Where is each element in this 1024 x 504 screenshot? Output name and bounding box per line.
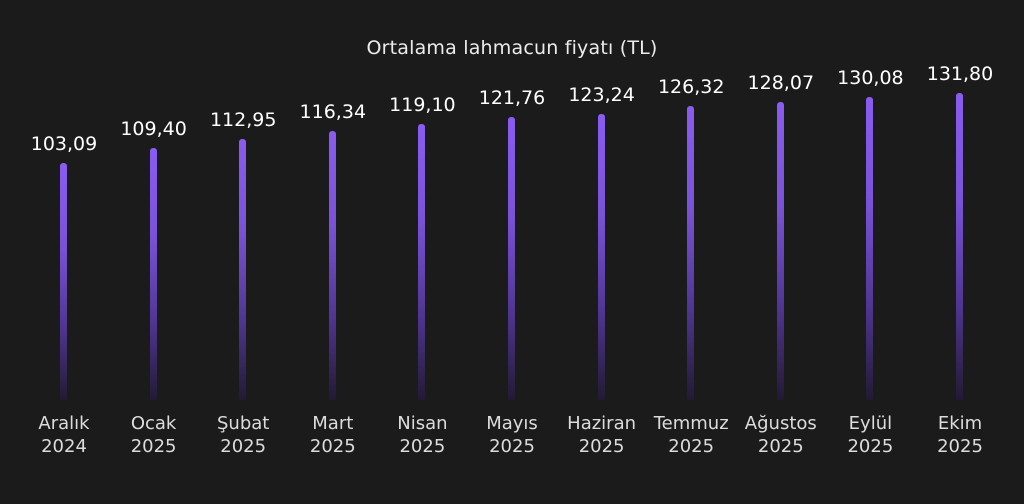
- bar-column: 121,76 Mayıs 2025: [467, 0, 557, 504]
- bar: [508, 117, 515, 400]
- category-label: Şubat 2025: [217, 413, 270, 457]
- value-label: 103,09: [30, 133, 98, 155]
- bar: [149, 147, 157, 400]
- bar-column: 109,40 Ocak 2025: [109, 0, 199, 504]
- value-label: 130,08: [837, 67, 904, 90]
- bar-column: 103,09 Aralık 2024: [19, 0, 109, 504]
- value-label: 109,40: [120, 117, 187, 140]
- bar-column: 128,07 Ağustos 2025: [736, 0, 826, 504]
- value-label: 126,32: [657, 76, 725, 99]
- bar-column: 130,08 Eylül 2025: [825, 0, 915, 504]
- category-label: Ağustos 2025: [744, 413, 817, 457]
- bar-column: 116,34 Mart 2025: [288, 0, 378, 504]
- category-label: Ekim 2025: [937, 413, 983, 457]
- bar-column: 119,10 Nisan 2025: [377, 0, 467, 504]
- value-label: 119,10: [389, 93, 456, 116]
- chart-title: Ortalama lahmacun fiyatı (TL): [366, 37, 658, 59]
- category-label: Mart 2025: [309, 413, 356, 457]
- category-label: Eylül 2025: [847, 413, 894, 457]
- bar: [597, 113, 605, 400]
- value-label: 116,34: [299, 100, 367, 123]
- bar: [687, 106, 695, 400]
- value-label: 112,95: [209, 108, 277, 131]
- value-label: 128,07: [747, 72, 815, 95]
- category-label: Aralık 2024: [38, 413, 90, 457]
- bar: [866, 97, 874, 400]
- bar: [328, 130, 336, 400]
- bar-column: 123,24 Haziran 2025: [557, 0, 647, 504]
- category-label: Temmuz 2025: [653, 413, 729, 457]
- bar: [776, 102, 784, 400]
- value-label: 123,24: [568, 83, 635, 106]
- category-label: Nisan 2025: [397, 413, 448, 457]
- bar: [60, 163, 67, 400]
- value-label: 121,76: [478, 87, 546, 110]
- category-label: Mayıs 2025: [486, 413, 538, 457]
- category-label: Ocak 2025: [130, 413, 177, 457]
- bar-column: 131,80 Ekim 2025: [915, 0, 1005, 504]
- bar-column: 112,95 Şubat 2025: [198, 0, 288, 504]
- bar-column: 126,32 Temmuz 2025: [646, 0, 736, 504]
- category-label: Haziran 2025: [567, 413, 637, 457]
- bar: [956, 92, 963, 400]
- bar: [239, 138, 247, 400]
- bar: [418, 123, 426, 400]
- value-label: 131,80: [926, 62, 994, 85]
